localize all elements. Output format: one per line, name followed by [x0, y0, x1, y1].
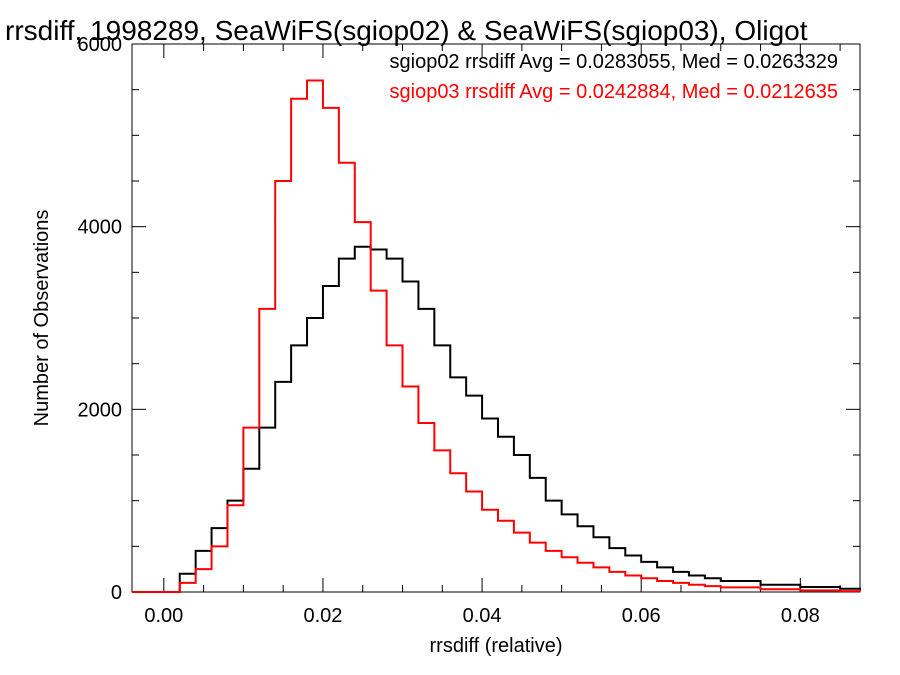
- axis-tick-labels: 0.00 0.02 0.04 0.06 0.08 0 2000 4000 6000: [78, 34, 820, 627]
- legend-entry-sgiop03: sgiop03 rrsdiff Avg = 0.0242884, Med = 0…: [390, 81, 839, 103]
- y-tick-label: 0: [111, 582, 122, 604]
- x-tick-label: 0.08: [781, 605, 820, 627]
- y-axis-label: Number of Observations: [31, 210, 53, 427]
- series-lines: [132, 79, 861, 593]
- series-line-sgiop02: [132, 245, 861, 593]
- x-tick-label: 0.00: [144, 605, 183, 627]
- x-tick-label: 0.04: [463, 605, 502, 627]
- x-tick-label: 0.06: [622, 605, 661, 627]
- y-tick-label: 6000: [78, 34, 123, 56]
- chart-title: rrsdiff, 1998289, SeaWiFS(sgiop02) & Sea…: [5, 15, 808, 46]
- x-tick-label: 0.02: [303, 605, 342, 627]
- series-line-sgiop03: [132, 79, 861, 593]
- y-tick-label: 4000: [78, 217, 123, 239]
- x-axis-label: rrsdiff (relative): [430, 635, 563, 657]
- legend-entry-sgiop02: sgiop02 rrsdiff Avg = 0.0283055, Med = 0…: [390, 51, 839, 73]
- y-tick-label: 2000: [78, 399, 123, 421]
